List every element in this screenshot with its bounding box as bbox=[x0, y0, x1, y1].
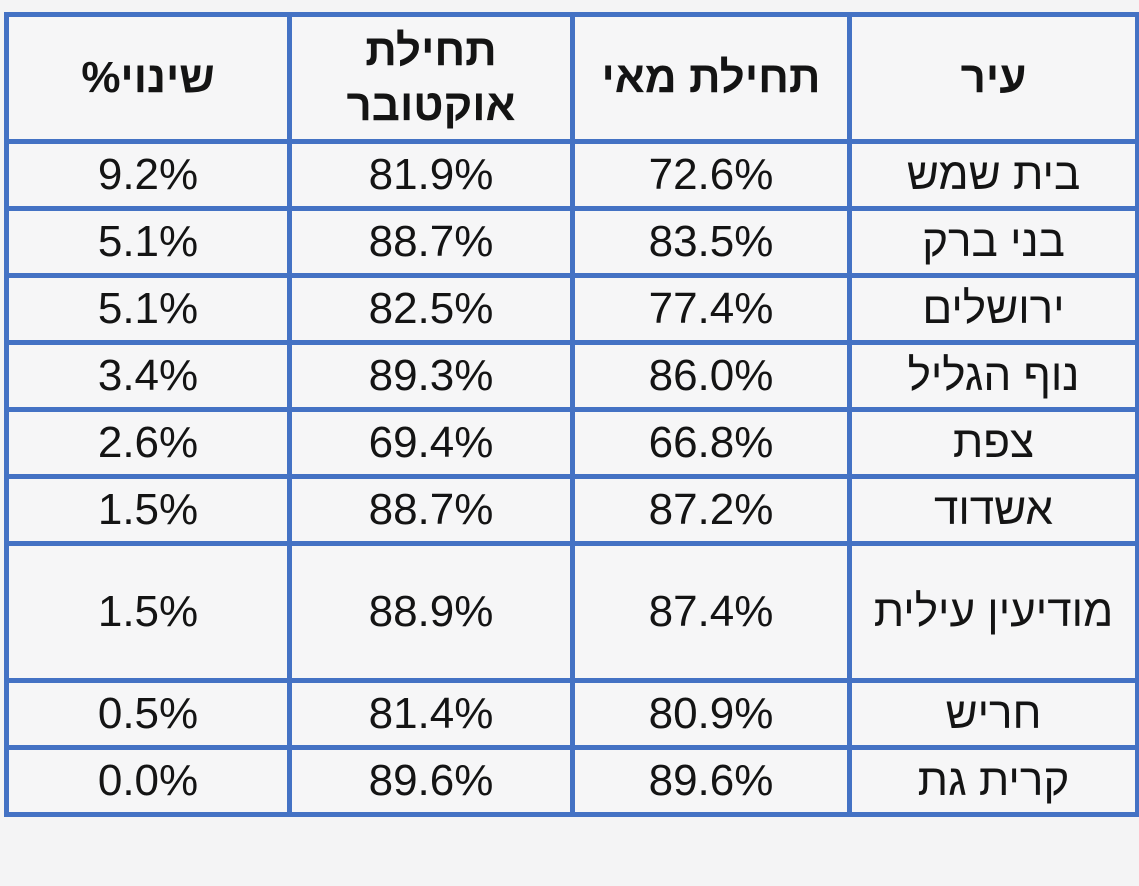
cell-city: בני ברק bbox=[847, 206, 1139, 278]
cell-city: מודיעין עילית bbox=[847, 541, 1139, 683]
header-may: תחילת מאי bbox=[570, 12, 852, 144]
cell-october: 89.3% bbox=[287, 340, 575, 412]
header-row: עיר תחילת מאי תחילת אוקטובר שינוי% bbox=[4, 12, 1139, 144]
cell-october: 82.5% bbox=[287, 273, 575, 345]
table-row: נוף הגליל 86.0% 89.3% 3.4% bbox=[4, 340, 1139, 412]
table-row: חריש 80.9% 81.4% 0.5% bbox=[4, 678, 1139, 750]
table-row: בית שמש 72.6% 81.9% 9.2% bbox=[4, 139, 1139, 211]
cell-city: אשדוד bbox=[847, 474, 1139, 546]
cell-october: 89.6% bbox=[287, 745, 575, 817]
table-row: ירושלים 77.4% 82.5% 5.1% bbox=[4, 273, 1139, 345]
table-row: מודיעין עילית 87.4% 88.9% 1.5% bbox=[4, 541, 1139, 683]
cell-city: בית שמש bbox=[847, 139, 1139, 211]
cell-may: 83.5% bbox=[570, 206, 852, 278]
table-row: קרית גת 89.6% 89.6% 0.0% bbox=[4, 745, 1139, 817]
cell-change: 0.5% bbox=[4, 678, 292, 750]
cell-may: 87.4% bbox=[570, 541, 852, 683]
cell-october: 81.9% bbox=[287, 139, 575, 211]
cell-october: 88.9% bbox=[287, 541, 575, 683]
header-city: עיר bbox=[847, 12, 1139, 144]
cell-city: קרית גת bbox=[847, 745, 1139, 817]
header-october: תחילת אוקטובר bbox=[287, 12, 575, 144]
cell-may: 66.8% bbox=[570, 407, 852, 479]
cell-may: 87.2% bbox=[570, 474, 852, 546]
cell-may: 77.4% bbox=[570, 273, 852, 345]
cell-change: 9.2% bbox=[4, 139, 292, 211]
table-row: צפת 66.8% 69.4% 2.6% bbox=[4, 407, 1139, 479]
cell-october: 88.7% bbox=[287, 206, 575, 278]
cell-change: 3.4% bbox=[4, 340, 292, 412]
city-percent-change-table: עיר תחילת מאי תחילת אוקטובר שינוי% בית ש… bbox=[4, 12, 1139, 817]
cell-may: 86.0% bbox=[570, 340, 852, 412]
table-row: בני ברק 83.5% 88.7% 5.1% bbox=[4, 206, 1139, 278]
cell-may: 72.6% bbox=[570, 139, 852, 211]
cell-change: 5.1% bbox=[4, 273, 292, 345]
cell-change: 0.0% bbox=[4, 745, 292, 817]
cell-change: 1.5% bbox=[4, 474, 292, 546]
table-row: אשדוד 87.2% 88.7% 1.5% bbox=[4, 474, 1139, 546]
cell-city: נוף הגליל bbox=[847, 340, 1139, 412]
cell-change: 5.1% bbox=[4, 206, 292, 278]
cell-may: 89.6% bbox=[570, 745, 852, 817]
cell-october: 88.7% bbox=[287, 474, 575, 546]
cell-october: 69.4% bbox=[287, 407, 575, 479]
cell-change: 1.5% bbox=[4, 541, 292, 683]
cell-may: 80.9% bbox=[570, 678, 852, 750]
header-change: שינוי% bbox=[4, 12, 292, 144]
cell-change: 2.6% bbox=[4, 407, 292, 479]
cell-october: 81.4% bbox=[287, 678, 575, 750]
cell-city: חריש bbox=[847, 678, 1139, 750]
cell-city: ירושלים bbox=[847, 273, 1139, 345]
cell-city: צפת bbox=[847, 407, 1139, 479]
